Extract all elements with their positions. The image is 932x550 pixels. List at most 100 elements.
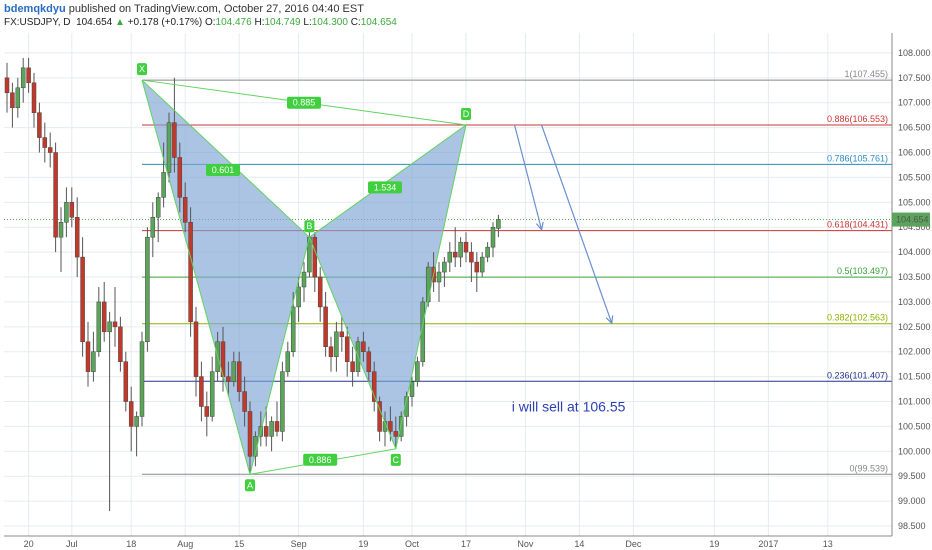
pattern-point-badge	[390, 453, 401, 466]
y-tick-label: 105.000	[898, 197, 931, 207]
candle-body	[361, 341, 366, 352]
candle-body	[388, 421, 393, 432]
candle-body	[118, 326, 123, 362]
candle-body	[371, 371, 377, 402]
x-tick-label: 15	[234, 539, 244, 549]
candle-body	[91, 351, 96, 372]
candle-body	[269, 421, 274, 437]
pattern-point-label: D	[463, 109, 470, 119]
candle-body	[188, 221, 193, 323]
candle-body	[155, 197, 161, 218]
axes: 108.000 107.500 107.000 106.500 106.000 105.5…	[4, 33, 931, 549]
pattern-point-label: C	[393, 455, 400, 465]
candle-body	[452, 251, 458, 258]
fib-level-label: 0.786(105.761)	[827, 153, 888, 163]
pattern-leg	[249, 237, 310, 475]
y-tick-label: 102.000	[898, 347, 931, 357]
x-tick-label: Aug	[177, 539, 193, 549]
candle-body	[15, 87, 21, 108]
candle-body	[74, 217, 80, 258]
low-label: L:	[303, 17, 312, 28]
y-tick-label: 102.500	[898, 322, 931, 332]
pattern-point-badge	[137, 63, 147, 76]
candle-body	[47, 147, 53, 153]
pattern-point-label: B	[306, 221, 312, 231]
x-tick-label: Jul	[66, 539, 78, 549]
y-tick-label: 108.000	[898, 48, 931, 58]
candle-body	[247, 411, 253, 457]
candle-body	[80, 256, 85, 343]
candle-body	[10, 92, 15, 108]
fib-level-label: 0(99.539)	[849, 463, 888, 473]
pattern-point-badge	[245, 479, 255, 492]
ratio-badge	[303, 453, 338, 466]
candle-body	[415, 361, 420, 382]
pattern-leg	[308, 236, 397, 450]
current-price-tag-label: 104.654	[896, 215, 929, 225]
candle-body	[344, 336, 350, 362]
candle-body	[226, 376, 231, 382]
x-tick-label: 19	[709, 539, 719, 549]
candle-body	[463, 241, 469, 253]
pattern-point-label: X	[139, 64, 145, 74]
candle-body	[85, 341, 91, 372]
candle-body	[209, 371, 215, 417]
pattern-leg	[395, 124, 467, 449]
current-price-tag	[892, 212, 930, 227]
candle-body	[339, 331, 345, 338]
candle-body	[317, 276, 323, 308]
open-value: 104.476	[215, 17, 252, 28]
candle-body	[350, 361, 355, 372]
candle-body	[139, 341, 145, 417]
candle-body	[69, 202, 75, 218]
y-tick-label: 100.000	[898, 446, 931, 456]
high-value: 104.749	[264, 17, 301, 28]
x-tick-label: 20	[24, 539, 34, 549]
x-tick-label: 18	[126, 539, 136, 549]
candle-body	[4, 77, 10, 94]
current-price: 104.654	[76, 17, 113, 28]
candle-body	[53, 152, 58, 238]
x-tick-label: Sep	[291, 539, 307, 549]
candle-body	[107, 321, 112, 333]
candle-body	[334, 331, 339, 357]
candle-body	[377, 401, 382, 432]
candle-body	[177, 157, 183, 198]
pattern-point-badge	[304, 220, 315, 233]
candle-body	[101, 301, 107, 333]
candle-body	[193, 321, 199, 377]
candle-body	[328, 346, 334, 357]
pattern-xab-fill	[142, 80, 310, 475]
y-tick-label: 106.500	[898, 123, 931, 133]
projection-arrow	[514, 124, 543, 230]
y-tick-label: 103.000	[898, 297, 931, 307]
y-tick-label: 100.500	[898, 421, 931, 431]
publish-info: published on TradingView.com, October 27…	[65, 3, 364, 15]
candle-body	[447, 251, 453, 263]
x-tick-label: 19	[358, 539, 368, 549]
high-label: H:	[254, 17, 265, 28]
candle-body	[479, 256, 485, 273]
y-tick-label: 101.500	[898, 372, 931, 382]
candle-body	[474, 261, 480, 273]
candle-body	[436, 271, 442, 283]
candle-body	[172, 122, 177, 158]
grid	[4, 33, 892, 536]
candle-body	[242, 391, 247, 412]
y-tick-label: 99.500	[898, 471, 926, 481]
candle-body	[490, 226, 496, 248]
candle-body	[31, 82, 37, 113]
candle-body	[161, 172, 166, 198]
pattern-leg	[141, 79, 251, 475]
ratio-badge	[368, 181, 402, 194]
candle-body	[458, 241, 463, 258]
arrow-head-icon	[535, 221, 544, 232]
candle-body	[26, 67, 31, 84]
author-link[interactable]: bdemqkdyu	[4, 3, 66, 15]
candle-body	[20, 67, 26, 89]
y-tick-label: 104.500	[898, 222, 931, 232]
x-tick-label: Nov	[517, 539, 534, 549]
candle-body	[496, 219, 501, 229]
candle-body	[58, 221, 64, 238]
